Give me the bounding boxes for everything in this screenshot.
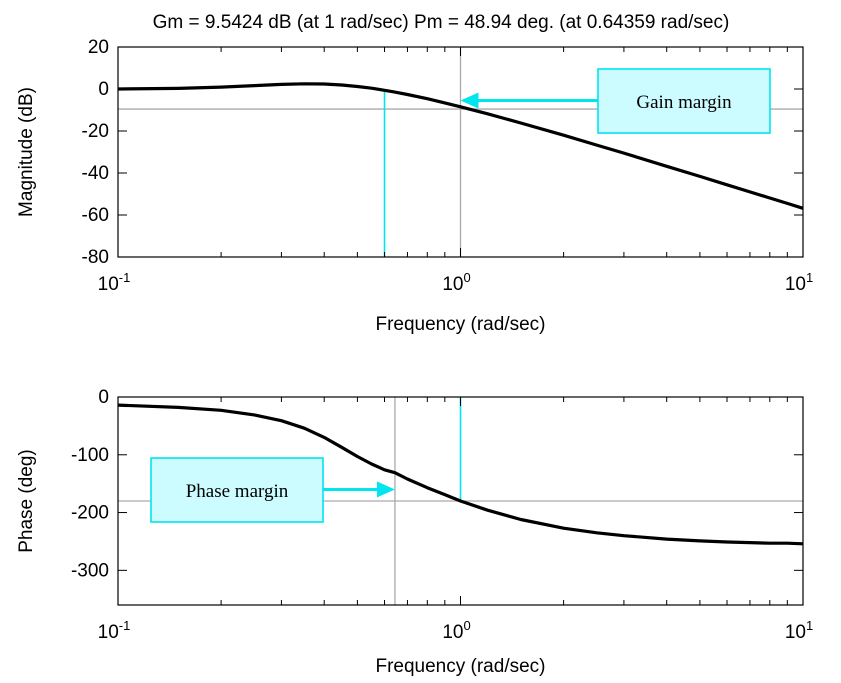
figure-title: Gm = 9.5424 dB (at 1 rad/sec) Pm = 48.94…: [153, 12, 730, 33]
mag-y-tick-label: 0: [98, 79, 109, 100]
phase-y-tick-label: -300: [71, 560, 109, 581]
mag-y-axis-label: Magnitude (dB): [16, 87, 37, 217]
phase-y-axis-label: Phase (deg): [16, 449, 37, 553]
phase-y-tick-label: -200: [71, 503, 109, 524]
mag-x-axis-label: Frequency (rad/sec): [375, 314, 545, 335]
phase-y-tick-label: -100: [71, 445, 109, 466]
phase-x-tick-label: 10-1: [98, 618, 131, 643]
mag-series-line: [117, 82, 804, 210]
mag-x-tick-label: 10-1: [98, 270, 131, 295]
phase-x-tick-label: 101: [785, 618, 813, 643]
phase-plot: 10-1 100 101 0 -100 -200 -300 Frequency (rad/se…: [16, 387, 813, 677]
phase-annotation-arrow-head: [376, 481, 395, 498]
mag-x-tick-label: 100: [442, 270, 470, 295]
mag-annotation-arrow-head: [460, 92, 479, 109]
phase-x-tick-label: 100: [442, 618, 470, 643]
mag-x-tick-label: 101: [785, 270, 813, 295]
mag-y-tick-label: -40: [82, 163, 109, 184]
mag-y-tick-label: -60: [82, 205, 109, 226]
mag-y-tick-label: 20: [88, 37, 109, 58]
phase-annotation-label: Phase margin: [186, 481, 289, 502]
mag-annotation-box: [597, 68, 771, 134]
phase-annotation-box: [150, 457, 324, 523]
magnitude-plot: 10-1 100 101 20 0 -20 -40 -60 -80 Frequency (rad/…: [16, 37, 813, 335]
phase-x-axis-label: Frequency (rad/sec): [375, 656, 545, 677]
mag-annotation-label: Gain margin: [636, 92, 732, 113]
mag-y-tick-label: -80: [82, 247, 109, 268]
phase-y-tick-label: 0: [98, 387, 109, 408]
phase-series-line: [117, 403, 804, 546]
mag-y-tick-label: -20: [82, 121, 109, 142]
